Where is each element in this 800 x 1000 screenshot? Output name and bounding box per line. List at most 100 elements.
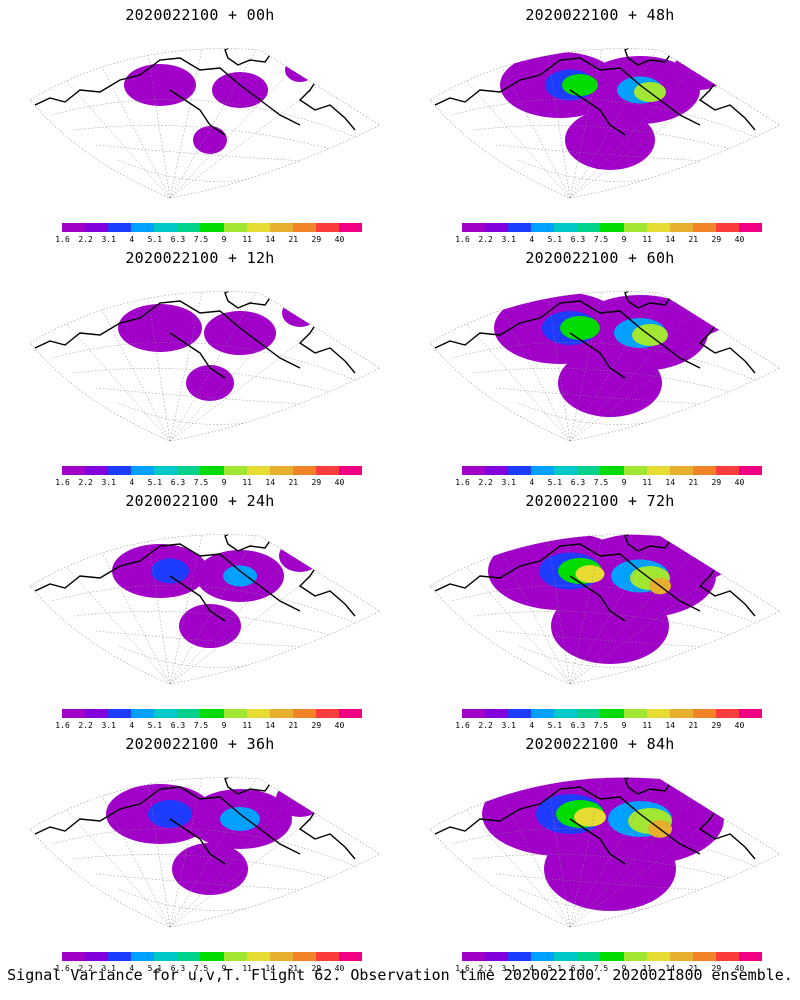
meridian-line bbox=[169, 48, 321, 198]
colorbar-tick-label: 6.3 bbox=[170, 235, 186, 244]
colorbar-tick-label: 9 bbox=[221, 478, 227, 487]
meridian-line bbox=[169, 48, 263, 198]
colorbar-tick-label: 7.5 bbox=[193, 721, 209, 730]
map-panel: 2020022100 + 00h 1.6 2.2 3.1 4 5.1 6.3 7.5 9 11 14… bbox=[0, 0, 400, 244]
colorbar-swatch bbox=[108, 223, 132, 232]
meridian-line bbox=[569, 534, 721, 684]
colorbar-swatch bbox=[246, 466, 270, 475]
colorbar-swatch bbox=[338, 709, 363, 718]
colorbar-ticks: 1.6 2.2 3.1 4 5.1 6.3 7.5 9 11 14 21 29 40 bbox=[52, 721, 372, 731]
latitude-line bbox=[451, 342, 756, 381]
colorbar-tick-label: 3.1 bbox=[101, 721, 116, 730]
colorbar-swatch bbox=[177, 466, 201, 475]
colorbar-tick-label: 6.3 bbox=[170, 964, 186, 973]
colorbar-swatch bbox=[223, 466, 247, 475]
latitude-line bbox=[473, 368, 731, 393]
latitude-line bbox=[95, 873, 306, 891]
colorbar-swatch bbox=[62, 709, 86, 718]
latitude-line bbox=[451, 828, 756, 867]
coastline bbox=[434, 300, 701, 369]
variance-field bbox=[212, 72, 268, 108]
colorbar-swatch bbox=[108, 709, 132, 718]
colorbar-tick-label: 3.1 bbox=[501, 478, 516, 487]
colorbar-tick-label: 1.6 bbox=[455, 235, 470, 244]
meridian-line bbox=[145, 534, 171, 684]
latitude-line bbox=[517, 159, 681, 182]
colorbar-tick-label: 29 bbox=[711, 964, 722, 973]
colorbar-swatch bbox=[315, 466, 339, 475]
colorbar-tick-label: 9 bbox=[621, 721, 627, 730]
colorbar-swatch bbox=[269, 952, 293, 961]
colorbar-swatch bbox=[315, 709, 339, 718]
meridian-line bbox=[569, 777, 605, 927]
map-panel: 2020022100 + 12h 1.6 2.2 3.1 4 5.1 6.3 7.5 9 11 14… bbox=[0, 243, 400, 487]
colorbar-swatch bbox=[177, 223, 201, 232]
coastline bbox=[169, 332, 226, 379]
colorbar-tick-label: 1.6 bbox=[55, 964, 70, 973]
panel-title: 2020022100 + 72h bbox=[525, 492, 675, 510]
colorbar-tick-label: 7.5 bbox=[593, 235, 609, 244]
colorbar-swatch bbox=[131, 952, 155, 961]
latitude-line bbox=[495, 387, 706, 405]
colorbar-swatch bbox=[738, 223, 763, 232]
meridian-line bbox=[569, 534, 663, 684]
coastline bbox=[569, 818, 626, 865]
colorbar-swatch bbox=[315, 952, 339, 961]
coastline bbox=[624, 777, 673, 795]
map-panel: 2020022100 + 24h 1.6 2.2 3.1 4 5.1 6.3 7.5 9 11 14… bbox=[0, 486, 400, 731]
colorbar-swatch bbox=[269, 466, 293, 475]
coastline bbox=[34, 786, 301, 855]
colorbar-swatch bbox=[85, 709, 109, 718]
figure-caption: Signal Variance for u,v,T. Flight 62. Ob… bbox=[7, 966, 793, 984]
colorbar-swatch bbox=[154, 952, 178, 961]
colorbar-swatch bbox=[715, 223, 739, 232]
colorbar-swatch bbox=[315, 223, 339, 232]
variance-field bbox=[285, 58, 315, 82]
colorbar-swatch bbox=[531, 952, 555, 961]
colorbar-tick-label: 6.3 bbox=[170, 478, 186, 487]
variance-field bbox=[670, 291, 730, 335]
colorbar-tick-label: 29 bbox=[711, 235, 722, 244]
coastline bbox=[224, 48, 273, 66]
colorbar-swatch bbox=[85, 466, 109, 475]
meridian-line bbox=[569, 291, 605, 441]
meridian-line bbox=[545, 777, 571, 927]
signal-variance-map bbox=[29, 777, 381, 928]
coastline bbox=[569, 575, 626, 622]
latitude-line bbox=[473, 125, 731, 150]
colorbar-tick-label: 5.1 bbox=[547, 235, 563, 244]
colorbar-swatch bbox=[692, 709, 716, 718]
meridian-line bbox=[545, 291, 571, 441]
colorbar-swatch bbox=[485, 223, 509, 232]
variance-field bbox=[551, 588, 669, 664]
variance-field bbox=[220, 807, 260, 831]
meridian-line bbox=[169, 291, 321, 441]
colorbar-swatch bbox=[600, 466, 624, 475]
meridian-line bbox=[569, 291, 721, 441]
meridian-line bbox=[169, 48, 205, 198]
colorbar-tick-label: 5.1 bbox=[147, 964, 163, 973]
colorbar-tick-label: 5.1 bbox=[547, 721, 563, 730]
colorbar-swatch bbox=[600, 709, 624, 718]
colorbar-tick-label: 40 bbox=[734, 235, 745, 244]
colorbar-swatch bbox=[646, 223, 670, 232]
colorbar-swatch bbox=[85, 952, 109, 961]
colorbar bbox=[462, 466, 763, 475]
colorbar-swatch bbox=[692, 952, 716, 961]
colorbar-tick-label: 29 bbox=[311, 235, 322, 244]
colorbar-tick-label: 21 bbox=[688, 964, 699, 973]
colorbar-tick-label: 14 bbox=[265, 721, 276, 730]
colorbar-swatch bbox=[338, 223, 363, 232]
colorbar-tick-label: 2.2 bbox=[78, 478, 93, 487]
coastline bbox=[224, 777, 273, 795]
colorbar-swatch bbox=[131, 709, 155, 718]
colorbar-ticks: 1.6 2.2 3.1 4 5.1 6.3 7.5 9 11 14 21 29 40 bbox=[52, 964, 372, 974]
colorbar-ticks: 1.6 2.2 3.1 4 5.1 6.3 7.5 9 11 14 21 29 40 bbox=[452, 721, 772, 731]
coastline bbox=[169, 89, 226, 136]
panel-title: 2020022100 + 48h bbox=[525, 6, 675, 24]
colorbar-tick-label: 14 bbox=[665, 235, 676, 244]
colorbar-tick-label: 4 bbox=[129, 721, 135, 730]
colorbar-swatch bbox=[246, 952, 270, 961]
coastline bbox=[169, 575, 226, 622]
colorbar-swatch bbox=[292, 223, 316, 232]
